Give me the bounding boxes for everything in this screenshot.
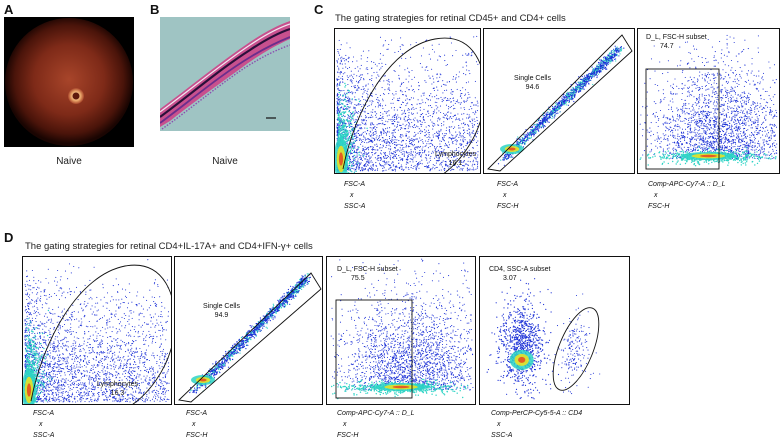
caption-a: Naive (4, 156, 134, 167)
gate-name-c1: Lymphocytes (435, 150, 476, 159)
sep-c1: x (344, 191, 365, 202)
panel-letter-b: B (150, 2, 159, 17)
single-cell-gate-c2 (484, 29, 634, 173)
axis-c1: FSC-A x SSC-A (344, 180, 365, 213)
gate-value-c2: 94.6 (514, 83, 551, 92)
histology-image (160, 17, 290, 131)
sep-c2: x (497, 191, 518, 202)
x-axis-c1: FSC-A (344, 180, 365, 191)
plot-c1-lymphocytes: Lymphocytes 16.1 (334, 28, 481, 174)
gate-name-c2: Single Cells (514, 74, 551, 83)
fundus-image (4, 17, 134, 147)
y-axis-c2: FSC-H (497, 202, 518, 213)
panel-letter-c: C (314, 2, 323, 17)
x-axis-c2: FSC-A (497, 180, 518, 191)
gate-label-c2: Single Cells 94.6 (514, 74, 551, 93)
panel-letter-a: A (4, 2, 13, 17)
gate-label-c1: Lymphocytes 16.1 (435, 150, 476, 169)
axis-c2: FSC-A x FSC-H (497, 180, 518, 213)
y-axis-c1: SSC-A (344, 202, 365, 213)
caption-b: Naive (160, 156, 290, 167)
plot-c2-single-cells: Single Cells 94.6 (483, 28, 635, 174)
panel-c-title: The gating strategies for retinal CD45+ … (335, 13, 566, 24)
plot-c3-dl-subset: D_L, FSC-H subset 74.7 (637, 28, 780, 174)
gate-value-c1: 16.1 (435, 159, 476, 168)
